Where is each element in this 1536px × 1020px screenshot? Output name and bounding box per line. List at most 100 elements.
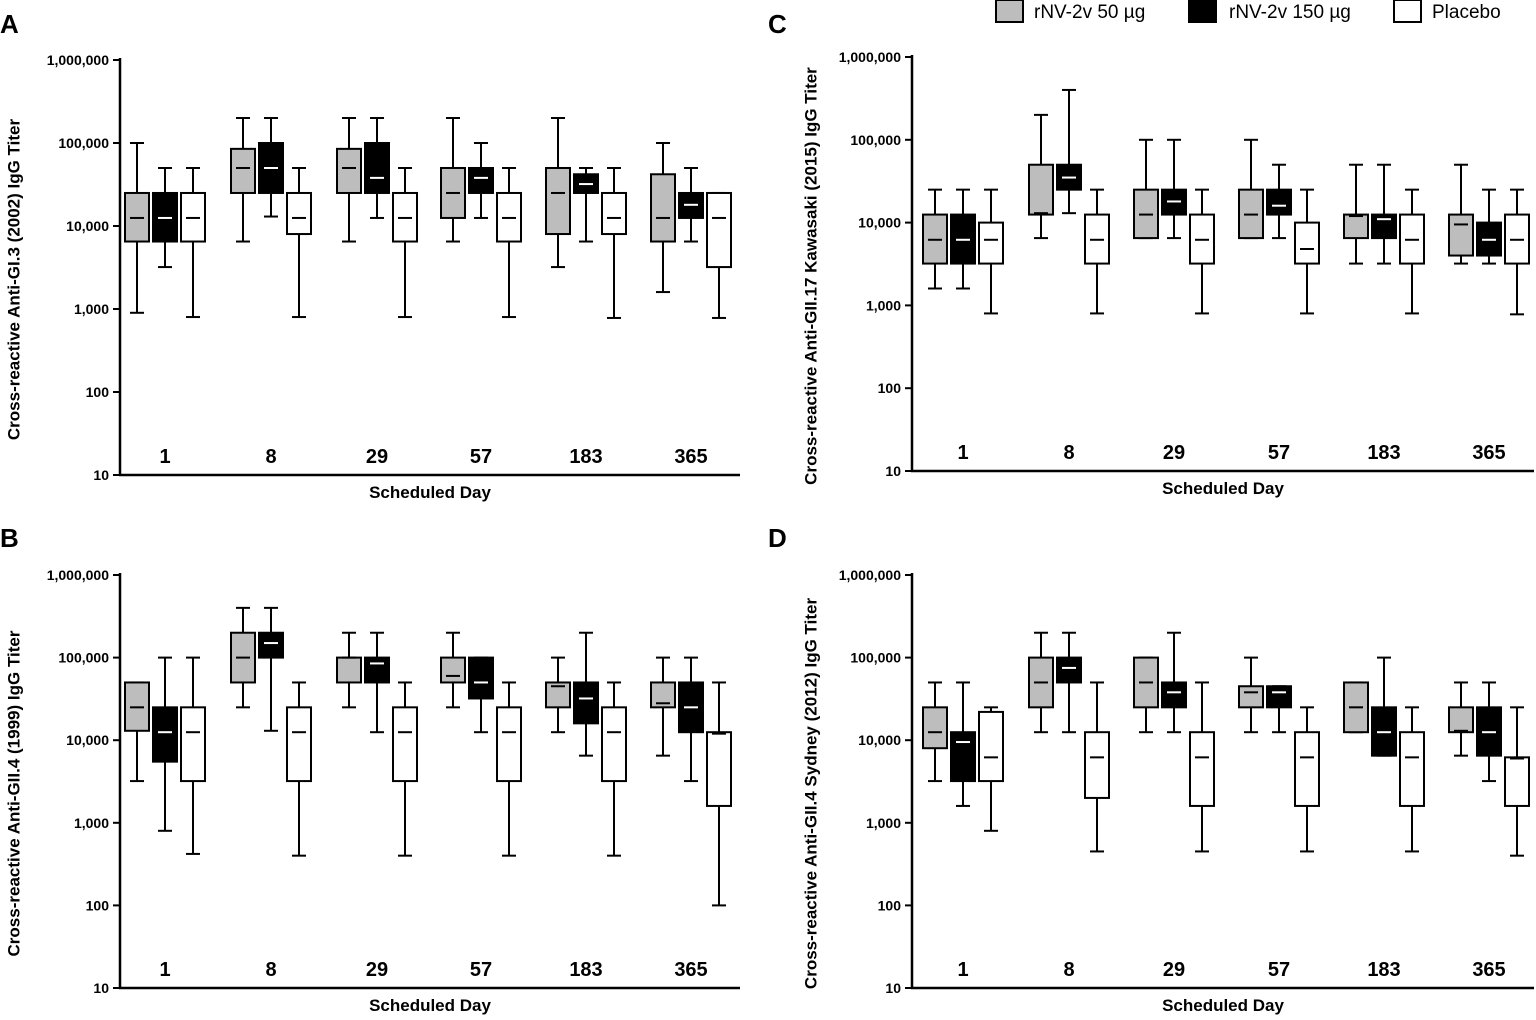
box-rnv-2v-50-g <box>336 117 362 243</box>
x-category-label: 365 <box>674 446 707 468</box>
box-iqr <box>1056 656 1082 684</box>
x-category-label: 29 <box>1163 442 1185 464</box>
box-rnv-2v-150-g <box>152 656 178 832</box>
box-rnv-2v-50-g <box>922 188 948 290</box>
box-placebo <box>496 681 522 857</box>
box-placebo <box>601 166 627 319</box>
box-rnv-2v-50-g <box>650 142 676 294</box>
x-category-label: 183 <box>1367 442 1400 464</box>
box-iqr <box>364 656 390 684</box>
box-rnv-2v-150-g <box>678 656 704 783</box>
x-category-label: 57 <box>470 959 492 981</box>
y-tick-label: 100 <box>86 384 110 400</box>
x-category-label: 8 <box>1063 442 1074 464</box>
box-rnv-2v-150-g <box>950 681 976 807</box>
panel-letter: B <box>0 523 19 553</box>
x-category-label: 8 <box>1063 959 1074 981</box>
box-iqr <box>468 656 494 700</box>
box-iqr <box>922 706 948 750</box>
box-iqr <box>1476 706 1502 757</box>
box-placebo <box>1504 188 1530 316</box>
box-iqr <box>1084 731 1110 799</box>
x-category-label: 365 <box>1472 959 1505 981</box>
x-category-label: 29 <box>1163 959 1185 981</box>
x-axis-title: Scheduled Day <box>1162 996 1284 1015</box>
x-category-label: 1 <box>957 442 968 464</box>
box-placebo <box>392 681 418 857</box>
panel-b: B 10 100 1,000 10,000 100,000 1,000,000 Cross-… <box>0 523 740 1015</box>
legend: rNV-2v 50 µg rNV-2v 150 µg Placebo <box>995 0 1501 23</box>
box-iqr <box>545 166 571 236</box>
box-rnv-2v-50-g <box>124 142 150 314</box>
box-rnv-2v-150-g <box>1371 656 1397 757</box>
x-category-label: 183 <box>569 446 602 468</box>
y-tick-label: 10,000 <box>858 732 901 748</box>
panel-c: C 10 100 1,000 10,000 100,000 1,000,000 Cross-… <box>768 9 1534 498</box>
panel-d: D 10 100 1,000 10,000 100,000 1,000,000 Cross-… <box>768 523 1534 1015</box>
box-placebo <box>496 166 522 319</box>
box-placebo <box>978 188 1004 315</box>
box-placebo <box>1399 706 1425 853</box>
box-rnv-2v-50-g <box>440 117 466 243</box>
box-rnv-2v-150-g <box>1266 163 1292 240</box>
x-axis-title: Scheduled Day <box>369 996 491 1015</box>
box-iqr <box>601 706 627 783</box>
box-rnv-2v-50-g <box>1448 163 1474 265</box>
box-placebo <box>1504 706 1530 857</box>
x-category-label: 365 <box>1472 442 1505 464</box>
box-iqr <box>496 706 522 783</box>
panel-a: A 10 100 1,000 10,000 100,000 1,000,000 Cross-… <box>0 9 740 502</box>
legend-swatch-150ug <box>1188 0 1217 23</box>
box-iqr <box>1238 188 1264 240</box>
box-rnv-2v-50-g <box>230 606 256 709</box>
x-category-label: 8 <box>265 959 276 981</box>
box-placebo <box>1399 188 1425 315</box>
box-placebo <box>1189 188 1215 315</box>
box-placebo <box>180 656 206 855</box>
box-rnv-2v-150-g <box>573 631 599 757</box>
box-rnv-2v-150-g <box>1266 685 1292 734</box>
box-iqr <box>650 173 676 243</box>
x-category-label: 57 <box>1268 442 1290 464</box>
box-rnv-2v-150-g <box>950 188 976 290</box>
y-tick-label: 1,000,000 <box>47 567 109 583</box>
box-rnv-2v-150-g <box>1056 631 1082 734</box>
box-iqr <box>364 142 390 194</box>
y-tick-label: 1,000 <box>74 815 109 831</box>
box-iqr <box>286 191 312 236</box>
y-tick-label: 10,000 <box>66 732 109 748</box>
y-tick-label: 1,000,000 <box>47 52 109 68</box>
box-rnv-2v-50-g <box>1238 656 1264 734</box>
x-category-label: 1 <box>159 446 170 468</box>
x-category-label: 29 <box>366 959 388 981</box>
box-iqr <box>336 656 362 684</box>
legend-swatch-50ug <box>995 0 1024 23</box>
x-category-label: 8 <box>265 446 276 468</box>
y-tick-label: 10,000 <box>66 218 109 234</box>
box-iqr <box>336 147 362 194</box>
box-rnv-2v-150-g <box>1476 681 1502 783</box>
box-rnv-2v-50-g <box>336 631 362 709</box>
y-axis-title: Cross-reactive Anti-GII.17 Kawasaki (201… <box>801 67 820 485</box>
box-rnv-2v-150-g <box>1476 188 1502 265</box>
box-rnv-2v-150-g <box>1371 163 1397 265</box>
legend-label-placebo: Placebo <box>1432 2 1501 23</box>
box-iqr <box>230 147 256 194</box>
y-axis-title: Cross-reactive Anti-GI.3 (2002) IgG Tite… <box>4 119 23 441</box>
y-tick-label: 10 <box>93 980 109 996</box>
x-category-label: 1 <box>957 959 968 981</box>
box-rnv-2v-150-g <box>573 166 599 243</box>
y-tick-label: 1,000 <box>866 815 901 831</box>
y-axis-title: Cross-reactive Anti-GII.4 (1999) IgG Tit… <box>4 630 23 956</box>
y-tick-label: 10,000 <box>858 215 901 231</box>
box-rnv-2v-50-g <box>650 656 676 757</box>
box-rnv-2v-50-g <box>124 681 150 783</box>
box-iqr <box>1238 685 1264 709</box>
box-rnv-2v-150-g <box>152 166 178 269</box>
box-rnv-2v-50-g <box>1238 138 1264 240</box>
box-iqr <box>1161 188 1187 216</box>
y-tick-label: 10 <box>93 467 109 483</box>
y-tick-label: 10 <box>885 463 901 479</box>
box-iqr <box>258 631 284 659</box>
